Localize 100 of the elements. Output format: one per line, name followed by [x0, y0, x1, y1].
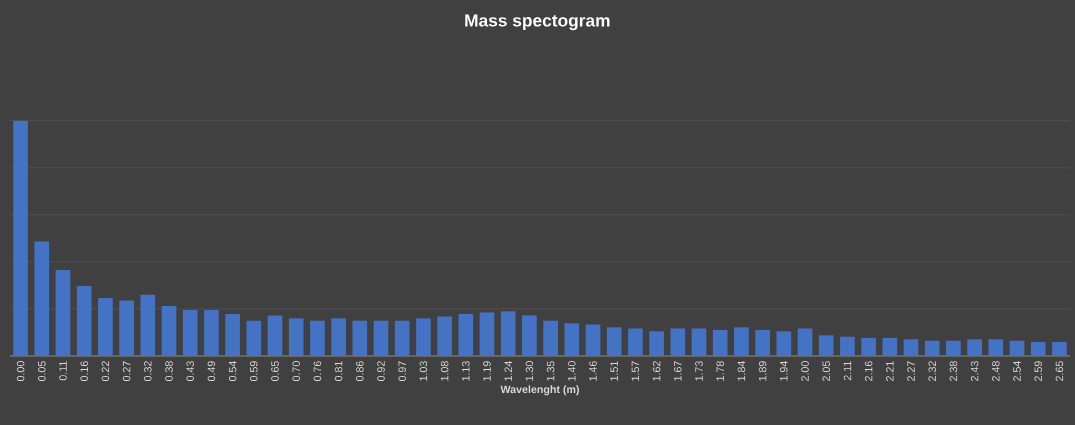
bar	[734, 327, 749, 356]
x-tick-label: 2.48	[992, 361, 1000, 381]
x-tick-label: 1.89	[758, 361, 767, 381]
x-tick-label: 2.32	[928, 361, 936, 381]
bar	[776, 331, 792, 356]
bar	[649, 331, 664, 356]
bar	[225, 313, 240, 356]
bar	[818, 335, 834, 356]
x-tick-label: 1.24	[504, 361, 512, 381]
bar	[310, 320, 325, 356]
bar	[903, 339, 919, 356]
x-tick-label: 1.57	[631, 361, 640, 381]
x-tick-label: 0.70	[292, 361, 300, 382]
bar	[946, 340, 961, 356]
bar	[1052, 341, 1067, 356]
x-tick-label: 0.49	[207, 361, 216, 382]
x-tick-label: 1.30	[525, 361, 534, 381]
bar	[712, 329, 728, 356]
bar	[479, 312, 495, 356]
x-tick-label: 0.05	[38, 361, 46, 382]
bar	[394, 320, 410, 356]
bar	[988, 339, 1004, 356]
x-tick-label: 1.08	[440, 361, 449, 381]
bar	[924, 340, 940, 356]
x-tick-label: 2.59	[1034, 361, 1042, 381]
bar	[119, 300, 134, 356]
bar	[797, 328, 813, 356]
x-tick-label: 0.76	[313, 361, 322, 382]
x-tick-label: 1.35	[546, 361, 555, 381]
x-tick-label: 2.43	[970, 361, 979, 381]
bar	[670, 328, 686, 356]
x-tick-label: 0.43	[186, 361, 194, 382]
x-tick-label: 0.59	[250, 361, 258, 382]
x-tick-label: 0.81	[334, 361, 343, 382]
chart-title: Mass spectogram	[465, 14, 610, 31]
x-tick-label: 0.22	[101, 361, 110, 382]
x-tick-label: 1.13	[462, 361, 470, 381]
x-tick-label: 0.11	[59, 361, 67, 381]
bar	[861, 337, 876, 356]
bar	[246, 320, 262, 356]
x-tick-label: 1.46	[589, 361, 597, 381]
x-tick-label: 0.65	[271, 361, 279, 382]
x-tick-label: 1.19	[483, 361, 491, 381]
x-tick-label: 1.62	[652, 361, 661, 381]
x-tick-label: 0.54	[228, 361, 237, 382]
bar	[840, 336, 855, 356]
bar	[543, 320, 558, 356]
x-tick-label: 2.27	[907, 361, 915, 381]
bar	[331, 318, 346, 356]
bar	[691, 328, 707, 356]
x-tick-label: 1.51	[610, 361, 618, 381]
x-tick-label: 2.05	[822, 361, 830, 381]
bar	[204, 309, 219, 356]
x-tick-label: 2.54	[1013, 361, 1021, 381]
bar	[182, 309, 198, 356]
bar	[1030, 341, 1046, 356]
bar	[882, 337, 898, 356]
x-tick-label: 0.16	[80, 361, 88, 382]
bar	[161, 305, 177, 356]
x-tick-label: 1.40	[568, 361, 576, 381]
x-tick-label: 0.27	[122, 361, 131, 382]
x-tick-label: 0.97	[398, 361, 406, 382]
x-tick-label: 2.11	[843, 361, 852, 381]
x-tick-label: 0.32	[144, 361, 152, 382]
x-axis-title: Wavelenght (m)	[500, 385, 579, 396]
bar	[585, 324, 601, 356]
x-tick-label: 2.65	[1055, 361, 1064, 381]
x-tick-label: 1.03	[419, 361, 428, 381]
bar	[267, 315, 283, 356]
bar	[140, 294, 156, 356]
x-tick-label: 1.94	[780, 361, 788, 381]
bar	[98, 297, 113, 356]
x-tick-label: 1.78	[716, 361, 724, 381]
x-tick-label: 0.00	[16, 361, 25, 382]
bar	[755, 329, 770, 356]
bar	[628, 328, 643, 356]
x-tick-label: 0.38	[165, 361, 173, 382]
x-tick-label: 2.00	[801, 361, 809, 381]
bar	[76, 285, 92, 356]
bar	[522, 315, 537, 356]
x-tick-label: 2.16	[864, 361, 873, 381]
x-tick-label: 1.67	[674, 361, 682, 381]
x-tick-label: 1.73	[695, 361, 703, 381]
x-tick-label: 0.86	[356, 361, 364, 382]
bar	[564, 323, 580, 356]
bar	[437, 316, 452, 356]
bar	[458, 313, 474, 356]
bar	[373, 320, 389, 356]
bar	[13, 120, 28, 356]
bar	[288, 318, 304, 356]
x-tick-label: 0.92	[377, 361, 385, 382]
bar	[352, 320, 368, 356]
bar	[606, 327, 622, 356]
bar	[967, 339, 982, 356]
bar	[500, 311, 516, 356]
bar	[1009, 340, 1025, 356]
bar	[34, 241, 50, 356]
bar	[55, 269, 71, 356]
bar	[416, 318, 431, 356]
x-tick-label: 2.21	[886, 361, 894, 381]
